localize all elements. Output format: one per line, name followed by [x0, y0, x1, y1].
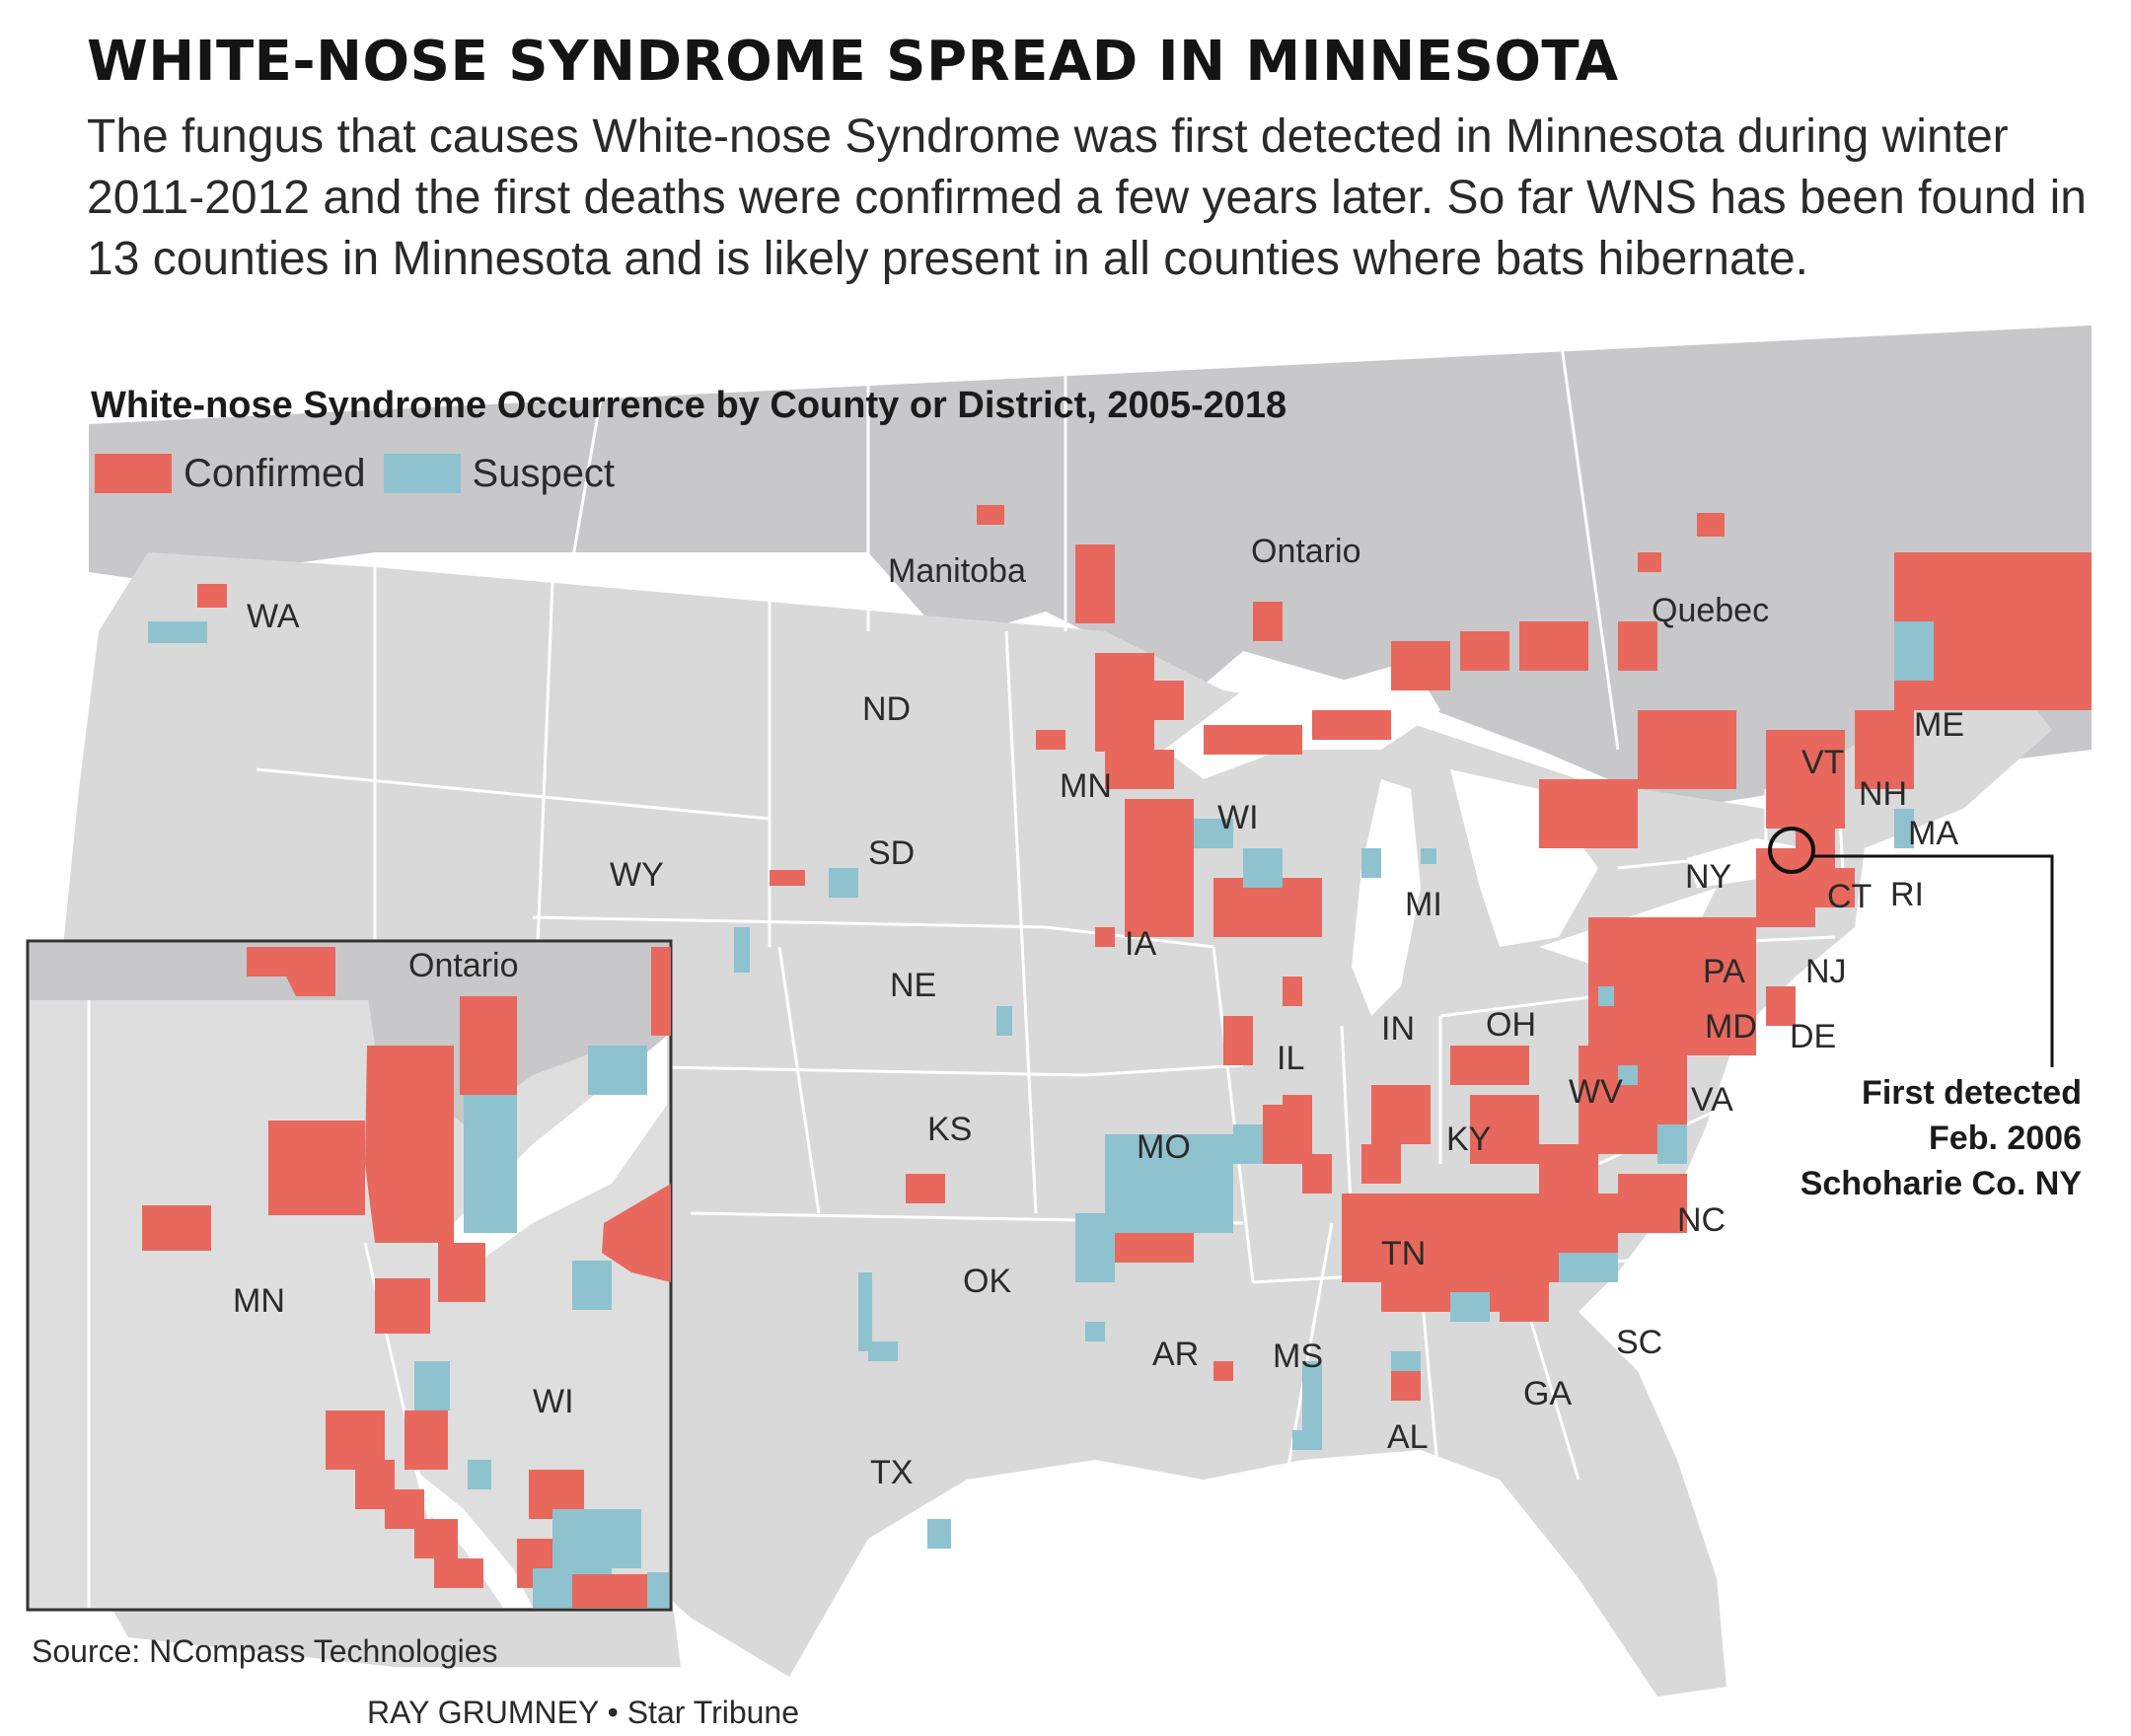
- map-title: White-nose Syndrome Occurrence by County…: [91, 385, 1287, 426]
- state-label: RI: [1890, 876, 1924, 913]
- inset-label: Ontario: [408, 947, 519, 984]
- state-label: SD: [868, 834, 915, 872]
- state-label: WV: [1569, 1073, 1623, 1111]
- state-label: MO: [1137, 1128, 1191, 1166]
- province-label: Ontario: [1251, 533, 1361, 570]
- state-label: WI: [1217, 799, 1259, 836]
- intro-text: The fungus that causes White-nose Syndro…: [87, 110, 2087, 285]
- state-label: NC: [1677, 1201, 1726, 1239]
- legend-label-confirmed: Confirmed: [184, 451, 366, 495]
- state-label: NH: [1859, 775, 1907, 813]
- state-label: VT: [1801, 744, 1844, 781]
- source-note: Source: NCompass Technologies: [32, 1633, 498, 1669]
- province-label: Quebec: [1652, 592, 1769, 629]
- state-label: IA: [1125, 925, 1156, 963]
- state-label: OK: [963, 1263, 1011, 1300]
- callout-line: Feb. 2006: [1929, 1120, 2082, 1157]
- state-label: WA: [247, 598, 300, 635]
- state-label: MD: [1705, 1008, 1757, 1046]
- state-label: ND: [862, 690, 911, 728]
- headline: WHITE-NOSE SYNDROME SPREAD IN MINNESOTA: [87, 30, 1619, 94]
- state-label: DE: [1790, 1018, 1836, 1055]
- state-label: OH: [1486, 1006, 1536, 1044]
- state-label: TX: [870, 1454, 913, 1491]
- province-labels: Manitoba Ontario Quebec: [888, 533, 1769, 629]
- callout-line: Schoharie Co. NY: [1800, 1165, 2082, 1202]
- state-label: TN: [1381, 1235, 1426, 1272]
- state-label: MI: [1405, 886, 1442, 923]
- state-label: GA: [1523, 1375, 1572, 1412]
- state-label: KS: [927, 1111, 972, 1148]
- lake-michigan: [1352, 779, 1421, 1016]
- state-label: VA: [1691, 1081, 1733, 1119]
- state-label: AR: [1152, 1336, 1199, 1373]
- callout-marker: [1768, 827, 1815, 874]
- state-label: PA: [1703, 953, 1745, 990]
- state-label: IL: [1277, 1040, 1304, 1077]
- credit-line: RAY GRUMNEY • Star Tribune: [367, 1695, 800, 1730]
- inset-map: Ontario MN WI: [26, 939, 673, 1612]
- state-label: ME: [1914, 706, 1964, 744]
- callout-line: First detected: [1862, 1074, 2082, 1112]
- callout-leader-line: [1813, 854, 2054, 1067]
- state-labels: WA ND SD WY NE KS OK TX MN WI IA MO AR M…: [247, 598, 1964, 1491]
- state-label: AL: [1387, 1418, 1429, 1456]
- state-label: CT: [1827, 878, 1872, 915]
- state-label: KY: [1446, 1121, 1491, 1158]
- suspect-areas: [148, 621, 1934, 1549]
- inset-label: MN: [233, 1282, 285, 1320]
- state-label: NJ: [1805, 953, 1847, 990]
- state-label: NE: [890, 967, 936, 1004]
- lake-huron: [1450, 769, 1598, 947]
- legend: Confirmed Suspect: [95, 450, 615, 497]
- state-label: IN: [1381, 1010, 1415, 1048]
- state-label: MA: [1908, 815, 1958, 852]
- province-borders: [570, 325, 1620, 751]
- state-label: SC: [1616, 1324, 1662, 1361]
- confirmed-swatch: [95, 454, 172, 493]
- inset-label: WI: [533, 1383, 574, 1420]
- suspect-swatch: [383, 454, 461, 493]
- legend-label-suspect: Suspect: [472, 451, 616, 495]
- first-detected-callout: First detected Feb. 2006 Schoharie Co. N…: [1800, 1070, 2082, 1206]
- state-label: NY: [1685, 858, 1731, 896]
- state-label: MS: [1273, 1338, 1323, 1375]
- state-label: MN: [1060, 767, 1112, 805]
- state-label: WY: [610, 856, 664, 894]
- province-label: Manitoba: [888, 552, 1026, 590]
